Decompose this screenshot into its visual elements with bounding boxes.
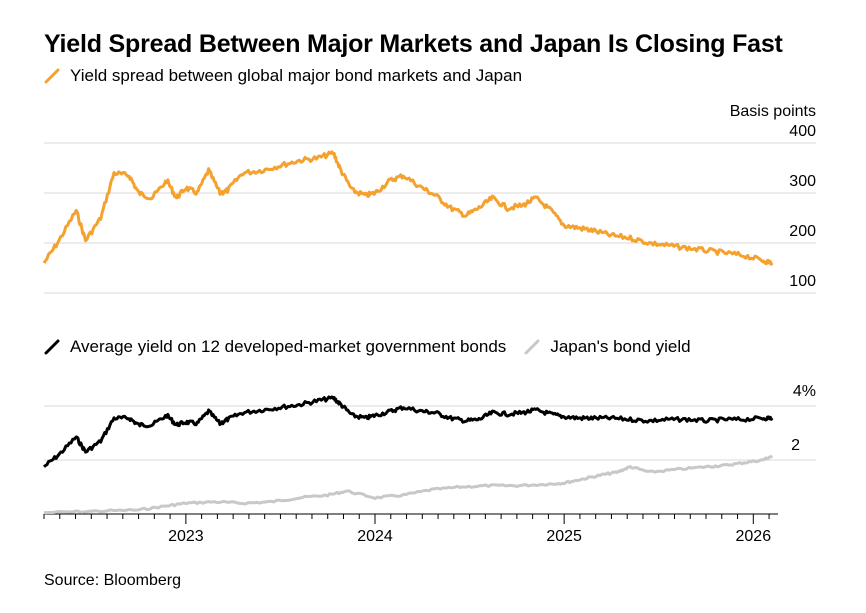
y-tick-yield-4%: 4% <box>793 383 816 400</box>
chart-title: Yield Spread Between Major Markets and J… <box>44 30 783 58</box>
series-line-japan <box>43 454 774 515</box>
x-tick-label-2023: 2023 <box>168 528 204 545</box>
x-tick-label-2024: 2024 <box>357 528 393 545</box>
legend-spread: Yield spread between global major bond m… <box>44 66 522 86</box>
y-tick-yield-2: 2 <box>791 437 800 454</box>
legend-label-japan: Japan's bond yield <box>550 337 691 356</box>
series-line-average <box>43 395 774 468</box>
y-tick-spread-100: 100 <box>789 273 816 290</box>
series-line-spread <box>42 150 774 266</box>
legend-swatch-japan <box>524 339 540 355</box>
y-tick-spread-300: 300 <box>789 173 816 190</box>
legend-label-average: Average yield on 12 developed-market gov… <box>70 337 507 356</box>
legend-yields: Average yield on 12 developed-market gov… <box>44 337 691 357</box>
y-tick-spread-200: 200 <box>789 223 816 240</box>
legend-swatch-spread <box>44 68 60 84</box>
x-tick-label-2025: 2025 <box>546 528 582 545</box>
legend-label-spread: Yield spread between global major bond m… <box>70 66 523 85</box>
source-note: Source: Bloomberg <box>44 572 181 589</box>
x-tick-label-2026: 2026 <box>736 528 772 545</box>
y-axis-label-spread: Basis points <box>730 103 816 120</box>
y-tick-spread-400: 400 <box>789 123 816 140</box>
legend-swatch-average <box>44 339 60 355</box>
